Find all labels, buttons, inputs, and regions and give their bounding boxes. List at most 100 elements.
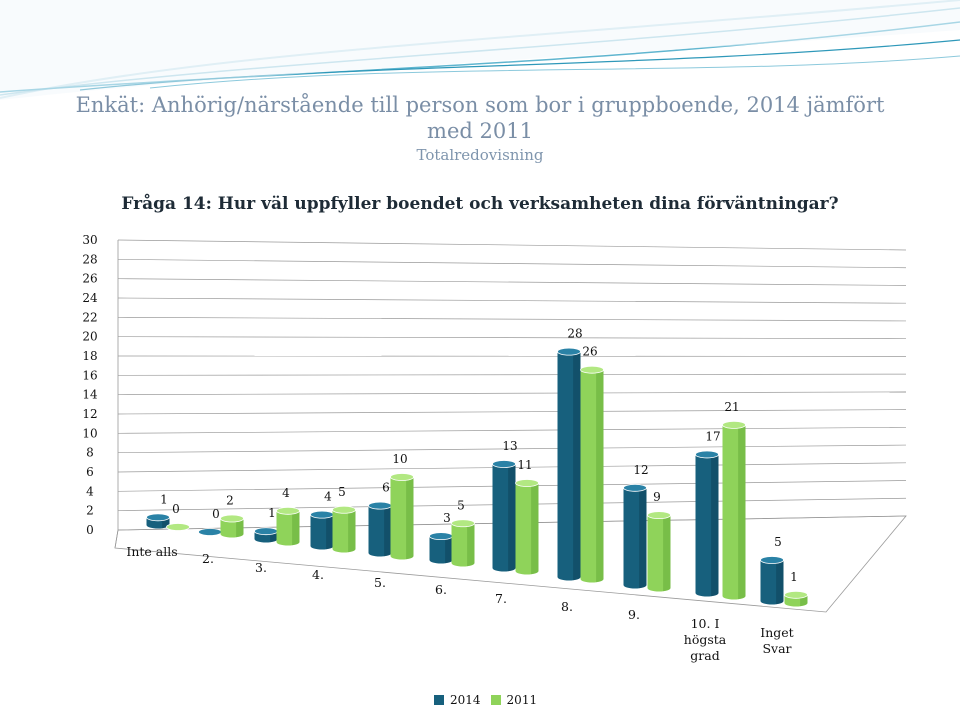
data-label-2014: 17 [705, 429, 720, 443]
bar-shading [531, 483, 539, 575]
bar-top [647, 511, 671, 519]
bar-2014 [557, 347, 581, 581]
bar-body [695, 454, 719, 597]
page-subtitle: Totalredovisning [416, 146, 544, 164]
data-label-2011: 11 [517, 458, 532, 472]
bar-shading [711, 454, 719, 597]
bar-shading [236, 518, 244, 538]
data-label-2014: 3 [443, 511, 451, 525]
gridline [117, 239, 907, 251]
bar-shading [508, 464, 516, 572]
bar-body [310, 514, 334, 550]
data-label-2011: 4 [282, 486, 290, 500]
y-tick-label: 26 [82, 272, 97, 286]
x-tick-label: 6. [435, 582, 447, 597]
bar-top [220, 514, 244, 523]
gridline [117, 426, 907, 434]
data-label-2014: 4 [324, 490, 332, 504]
bar-2011 [220, 514, 244, 538]
gridline [117, 258, 907, 269]
data-label-2014: 1 [268, 506, 276, 520]
bar-2011 [276, 506, 300, 546]
bar-top [695, 450, 719, 459]
bar-body [332, 509, 356, 553]
gridline [117, 297, 907, 304]
bar-2011 [580, 365, 604, 583]
y-tick-label: 28 [82, 252, 97, 266]
y-tick-label: 8 [86, 446, 94, 460]
bar-top [580, 365, 604, 374]
bar-body [368, 505, 392, 557]
data-label-2014: 0 [212, 507, 220, 521]
bar-shading [445, 536, 453, 564]
bar-shading [596, 369, 604, 583]
y-tick-label: 18 [82, 349, 97, 363]
bar-2014 [492, 460, 516, 572]
bar-2011 [784, 590, 808, 607]
data-label-2011: 26 [582, 345, 597, 359]
bar-2014 [198, 528, 222, 536]
bar-shading [663, 515, 671, 592]
bar-2014 [760, 556, 784, 605]
y-tick-label: 2 [86, 504, 94, 518]
legend-label-2014: 2014 [450, 693, 481, 707]
data-label-2011: 21 [724, 400, 739, 414]
data-label-2011: 2 [226, 494, 234, 508]
bar-top [429, 532, 453, 541]
bar-top [368, 501, 392, 510]
bar-2014 [146, 513, 170, 529]
legend-swatch-2014 [434, 695, 444, 705]
bar-body [429, 536, 453, 564]
bar-body [722, 424, 746, 600]
data-label-2014: 12 [633, 463, 648, 477]
bar-2014 [310, 510, 334, 550]
data-label-2014: 6 [382, 481, 390, 495]
bar-top [332, 505, 356, 514]
bar-shading [406, 477, 414, 560]
data-label-2014: 13 [502, 439, 517, 453]
bar-body [220, 518, 244, 538]
bar-body [623, 487, 647, 589]
data-label-2011: 9 [653, 490, 661, 504]
bar-top [492, 460, 516, 468]
y-tick-label: 6 [86, 465, 94, 479]
question-heading: Fråga 14: Hur väl uppfyller boendet och … [121, 194, 839, 214]
data-label-2011: 5 [457, 498, 465, 512]
legend-swatch-2011 [490, 695, 501, 705]
bar-2014 [695, 450, 719, 597]
bar-2014 [623, 483, 647, 589]
bar-top [198, 528, 222, 536]
bar-2014 [368, 501, 392, 557]
bar-shading [738, 424, 746, 600]
bar-2014 [254, 527, 278, 543]
data-label-2014: 5 [774, 535, 782, 549]
chart-left-wall [114, 240, 119, 549]
y-tick-label: 14 [82, 388, 98, 402]
chart-legend: 2014 2011 [434, 692, 537, 708]
y-tick-label: 10 [82, 426, 97, 440]
bar-2011 [332, 505, 356, 553]
chart-gridlines [114, 239, 907, 549]
bar-shading [573, 351, 581, 581]
gridline [117, 316, 907, 322]
bar-shading [348, 509, 356, 553]
data-label-2011: 0 [172, 502, 180, 516]
bar-body [557, 351, 581, 581]
legend-label-2011: 2011 [506, 693, 538, 707]
bar-top [722, 420, 746, 429]
gridline [117, 336, 907, 340]
bar-top [390, 473, 414, 481]
x-tick-label: 5. [374, 575, 386, 590]
data-label-2011: 1 [790, 570, 798, 584]
bar-top [166, 523, 190, 531]
x-tick-label: 2. [202, 551, 214, 566]
bar-shading [467, 523, 475, 567]
x-tick-label: Inget Svar [760, 625, 793, 656]
bar-shading [384, 505, 392, 557]
bar-top [254, 527, 278, 536]
bar-top [784, 590, 808, 599]
bar-body [492, 464, 516, 572]
